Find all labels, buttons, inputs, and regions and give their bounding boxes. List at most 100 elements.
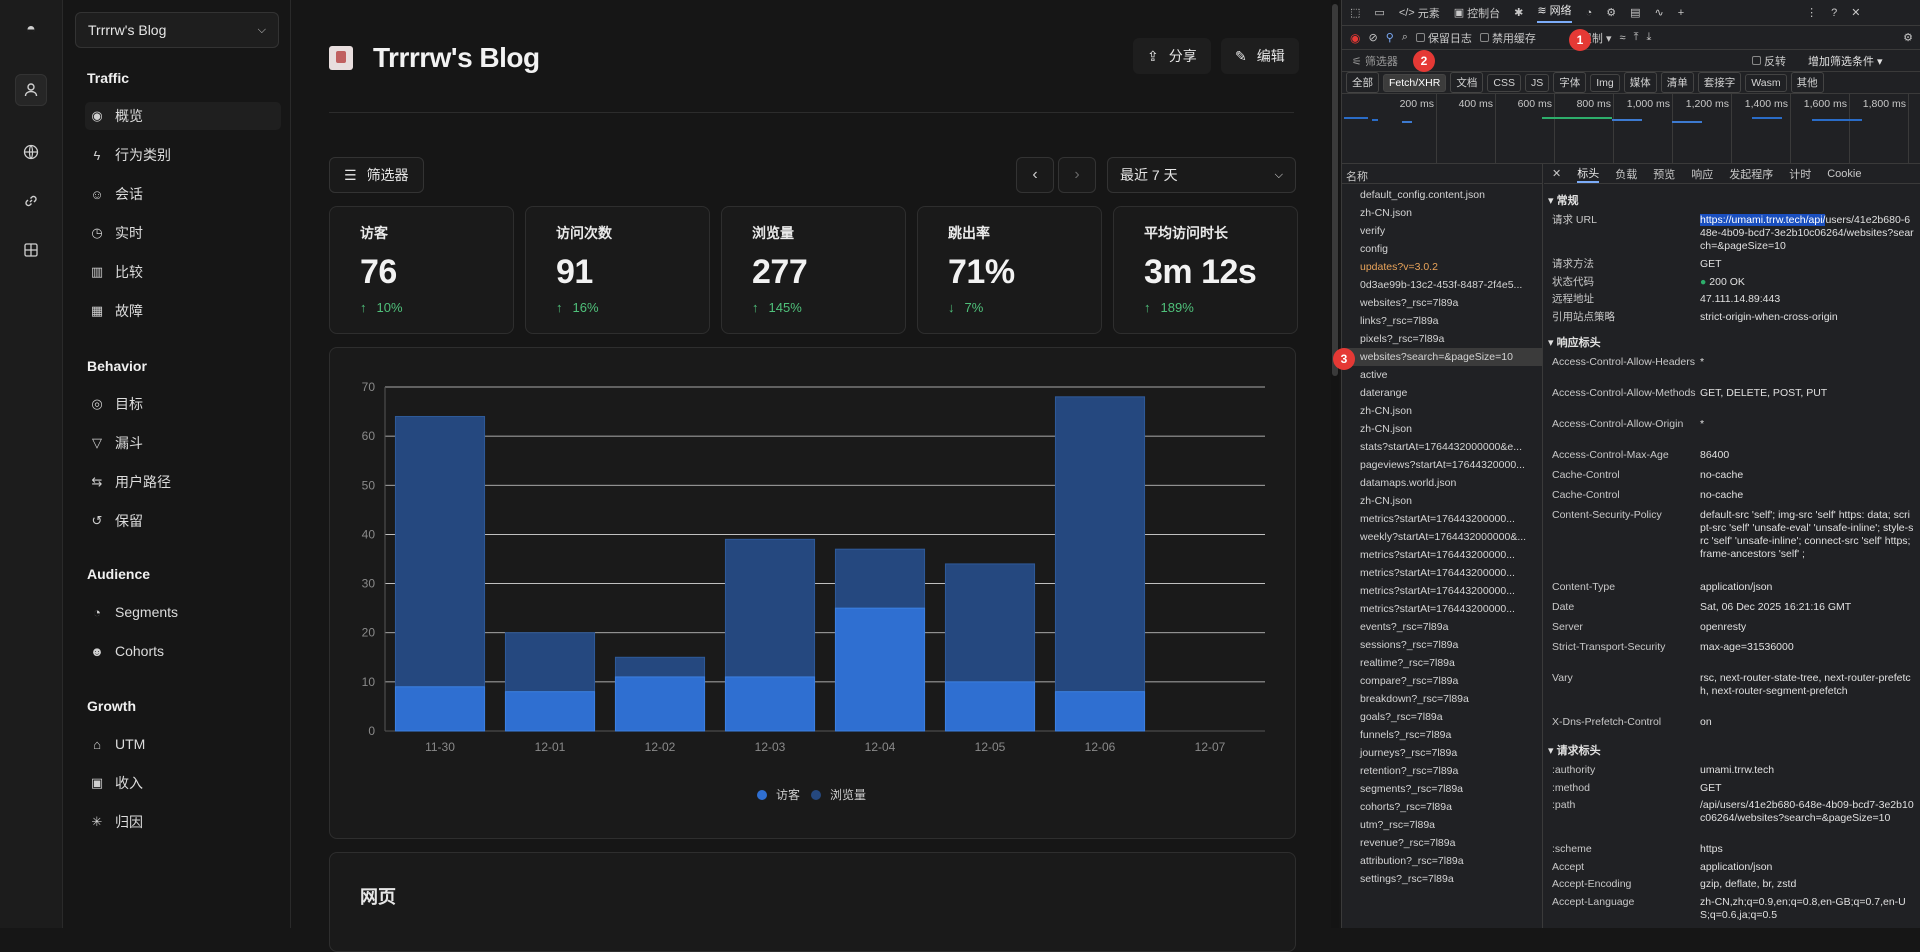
sidebar-item[interactable]: ◎ 目标 <box>85 390 281 418</box>
request-row[interactable]: metrics?startAt=176443200000... <box>1360 603 1515 615</box>
inspect-icon[interactable]: ⬚ <box>1350 7 1361 19</box>
request-row[interactable]: goals?_rsc=7l89a <box>1360 711 1443 723</box>
request-row[interactable]: verify <box>1360 225 1386 237</box>
request-row[interactable]: funnels?_rsc=7l89a <box>1360 729 1452 741</box>
tab-elements[interactable]: </> 元素 <box>1398 6 1440 20</box>
site-selector[interactable]: Trrrrw's Blog ⌵ <box>75 12 279 48</box>
search-icon[interactable]: ⌕ <box>1401 31 1408 43</box>
type-filter-button[interactable]: CSS <box>1487 73 1521 92</box>
request-row[interactable]: zh-CN.json <box>1360 423 1412 435</box>
request-row[interactable]: datamaps.world.json <box>1360 477 1457 489</box>
request-row[interactable]: links?_rsc=7l89a <box>1360 315 1439 327</box>
request-row[interactable]: stats?startAt=1764432000000&e... <box>1360 441 1522 453</box>
sidebar-item[interactable]: ◉ 概览 <box>85 102 281 130</box>
request-row[interactable]: metrics?startAt=176443200000... <box>1360 567 1515 579</box>
request-row[interactable]: sessions?_rsc=7l89a <box>1360 639 1459 651</box>
request-row[interactable]: compare?_rsc=7l89a <box>1360 675 1459 687</box>
wifi-icon[interactable]: ≈ <box>1619 31 1626 44</box>
sidebar-item[interactable]: ⌂ UTM <box>85 730 281 758</box>
main-scrollbar[interactable] <box>1331 0 1339 928</box>
request-row[interactable]: config <box>1360 243 1389 255</box>
sidebar-item[interactable]: ◷ 实时 <box>85 219 281 247</box>
name-column-header[interactable]: 名称 <box>1342 164 1543 184</box>
request-row[interactable]: segments?_rsc=7l89a <box>1360 783 1464 795</box>
network-timeline[interactable]: 200 ms 400 ms 600 ms 800 ms 1,000 ms 1,200 ms… <box>1342 94 1920 164</box>
disable-cache-checkbox[interactable]: 禁用缓存 <box>1479 30 1536 46</box>
filter-toggle-icon[interactable]: ⚲ <box>1385 32 1394 44</box>
request-row[interactable]: zh-CN.json <box>1360 405 1412 417</box>
clear-icon[interactable]: ⊘ <box>1368 32 1378 44</box>
detail-tab[interactable]: 响应 <box>1691 168 1714 181</box>
request-row[interactable]: cohorts?_rsc=7l89a <box>1360 801 1452 813</box>
request-row[interactable]: websites?_rsc=7l89a <box>1360 297 1459 309</box>
request-row[interactable]: events?_rsc=7l89a <box>1360 621 1449 633</box>
sidebar-item[interactable]: ϟ 行为类别 <box>85 141 281 169</box>
request-row[interactable]: pageviews?startAt=17644320000... <box>1360 459 1525 471</box>
add-tab-icon[interactable]: + <box>1677 6 1685 19</box>
sidebar-item[interactable]: ▽ 漏斗 <box>85 429 281 457</box>
request-row[interactable]: metrics?startAt=176443200000... <box>1360 585 1515 597</box>
detail-tab[interactable]: 计时 <box>1789 168 1812 181</box>
type-filter-button[interactable]: 其他 <box>1790 72 1824 93</box>
sidebar-item[interactable]: ◔ Segments <box>85 598 281 626</box>
application-icon[interactable]: ▤ <box>1630 7 1641 19</box>
request-row[interactable]: default_config.content.json <box>1360 189 1485 201</box>
preserve-log-checkbox[interactable]: 保留日志 <box>1415 30 1472 46</box>
sidebar-item[interactable]: ⇆ 用户路径 <box>85 468 281 496</box>
device-icon[interactable]: ▭ <box>1374 7 1385 19</box>
request-row[interactable]: realtime?_rsc=7l89a <box>1360 657 1455 669</box>
filter-input[interactable]: ⚟ 筛选器 <box>1352 55 1398 68</box>
sidebar-item[interactable]: ▥ 比较 <box>85 258 281 286</box>
tab-network[interactable]: ≋ 网络 <box>1537 2 1572 23</box>
sidebar-item[interactable]: ☻ Cohorts <box>85 637 281 665</box>
type-filter-button[interactable]: 媒体 <box>1623 72 1657 93</box>
request-row[interactable]: settings?_rsc=7l89a <box>1360 873 1454 885</box>
date-range-select[interactable]: 最近 7 天 ⌵ <box>1107 157 1296 193</box>
prev-range-button[interactable]: ‹ <box>1016 157 1054 193</box>
detail-tab[interactable]: 标头 <box>1577 165 1600 183</box>
logo-icon[interactable]: ◓ <box>26 21 36 38</box>
edit-button[interactable]: ✎ 编辑 <box>1221 38 1299 74</box>
next-range-button[interactable]: › <box>1058 157 1096 193</box>
request-row[interactable]: weekly?startAt=1764432000000&... <box>1360 531 1527 543</box>
type-filter-button[interactable]: 字体 <box>1553 72 1587 93</box>
request-row[interactable]: journeys?_rsc=7l89a <box>1360 747 1458 759</box>
download-icon[interactable]: ⤓ <box>1646 31 1652 43</box>
sidebar-item[interactable]: ↺ 保留 <box>85 507 281 535</box>
sidebar-item[interactable]: ☺ 会话 <box>85 180 281 208</box>
request-row[interactable]: active <box>1360 369 1388 381</box>
sidebar-item[interactable]: ▦ 故障 <box>85 297 281 325</box>
settings-icon[interactable]: ⚙ <box>1903 32 1913 44</box>
sidebar-item[interactable]: ▣ 收入 <box>85 769 281 797</box>
type-filter-button[interactable]: Fetch/XHR <box>1383 73 1447 92</box>
gear-icon[interactable]: ⚙ <box>1606 7 1617 19</box>
pulse-icon[interactable]: ∿ <box>1654 7 1664 19</box>
request-row[interactable]: websites?search=&pageSize=10 <box>1342 348 1542 366</box>
performance-icon[interactable]: ◔ <box>1585 6 1593 19</box>
detail-tab[interactable]: 预览 <box>1653 168 1676 181</box>
request-row[interactable]: metrics?startAt=176443200000... <box>1360 549 1515 561</box>
detail-tab[interactable]: 负载 <box>1615 168 1638 181</box>
request-row[interactable]: zh-CN.json <box>1360 207 1412 219</box>
type-filter-button[interactable]: 文档 <box>1450 72 1484 93</box>
request-row[interactable]: daterange <box>1360 387 1408 399</box>
share-button[interactable]: ⇪ 分享 <box>1133 38 1211 74</box>
type-filter-button[interactable]: 清单 <box>1660 72 1694 93</box>
invert-checkbox[interactable]: 反转 <box>1752 53 1786 69</box>
link-icon[interactable] <box>15 185 47 217</box>
grid-icon[interactable] <box>15 234 47 266</box>
more-icon[interactable]: ⋮ <box>1806 7 1818 19</box>
user-icon[interactable] <box>15 74 47 106</box>
more-filters-button[interactable]: 增加筛选条件 ▾ <box>1808 55 1883 68</box>
type-filter-button[interactable]: 套接字 <box>1697 72 1742 93</box>
detail-tab[interactable]: 发起程序 <box>1729 168 1774 181</box>
request-row[interactable]: breakdown?_rsc=7l89a <box>1360 693 1469 705</box>
globe-icon[interactable] <box>15 136 47 168</box>
request-row[interactable]: zh-CN.json <box>1360 495 1412 507</box>
sidebar-item[interactable]: ✳ 归因 <box>85 808 281 836</box>
request-row[interactable]: updates?v=3.0.2 <box>1360 261 1438 273</box>
close-details-icon[interactable]: ✕ <box>1552 168 1562 180</box>
tab-console[interactable]: ▣ 控制台 <box>1453 7 1501 20</box>
type-filter-button[interactable]: JS <box>1524 73 1550 92</box>
request-row[interactable]: utm?_rsc=7l89a <box>1360 819 1436 831</box>
